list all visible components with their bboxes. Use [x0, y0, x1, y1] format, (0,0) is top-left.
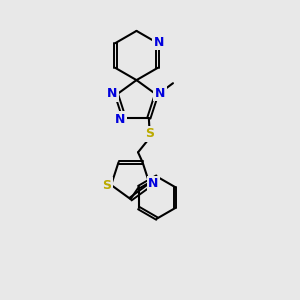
- Text: N: N: [148, 177, 159, 190]
- Text: S: S: [145, 127, 154, 140]
- Text: N: N: [107, 87, 118, 100]
- Text: N: N: [154, 35, 164, 49]
- Text: N: N: [116, 113, 126, 126]
- Text: N: N: [155, 87, 165, 100]
- Text: S: S: [102, 179, 111, 192]
